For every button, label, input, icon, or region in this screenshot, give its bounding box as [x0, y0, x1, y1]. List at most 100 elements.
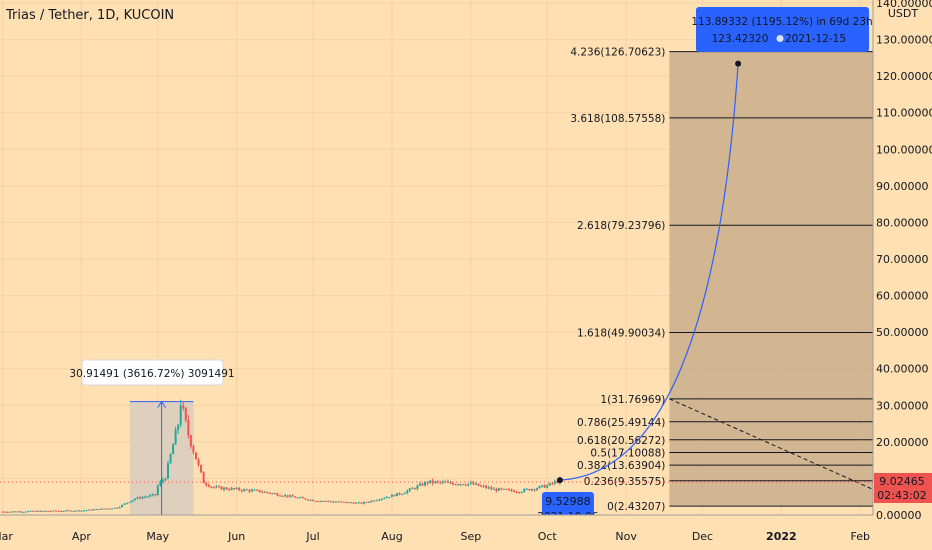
candle-body — [396, 493, 399, 497]
projection-start-price: 9.52988 — [545, 495, 591, 508]
projection-end-price: 123.42320 — [712, 33, 769, 45]
candle-body — [525, 488, 528, 490]
candle-body — [225, 487, 228, 490]
candle-body — [352, 502, 355, 504]
measure-arrow-head — [157, 400, 167, 408]
candle-body — [24, 511, 27, 513]
candle-body — [220, 486, 223, 490]
candle-body — [268, 492, 271, 494]
candle-body — [177, 424, 180, 430]
candle-body — [100, 508, 103, 510]
measure-label: 30.91491 (3616.72%) 3091491 — [69, 368, 234, 380]
candle-body — [9, 511, 12, 513]
candle-body — [480, 485, 483, 487]
candle-body — [184, 407, 187, 421]
candle-body — [306, 499, 309, 501]
fib-level-label: 4.236(126.70623) — [570, 47, 665, 59]
candle-body — [411, 488, 414, 490]
candle-body — [515, 492, 518, 494]
candle-body — [189, 435, 192, 447]
y-tick-label: 20.00000 — [876, 436, 929, 449]
candle-body — [26, 511, 29, 513]
candle-body — [368, 501, 371, 503]
candle-body — [536, 488, 539, 490]
candle-body — [347, 502, 350, 504]
fib-extension-box[interactable] — [669, 51, 873, 507]
candle-body — [154, 494, 157, 496]
candle-body — [266, 491, 269, 493]
candle-body — [543, 485, 546, 488]
candle-body — [235, 487, 238, 489]
candle-body — [505, 488, 508, 490]
candle-body — [67, 510, 70, 512]
x-tick-label: Jun — [227, 530, 245, 543]
candle-body — [128, 501, 131, 503]
candle-body — [273, 493, 276, 495]
candle-body — [342, 501, 345, 503]
candle-body — [32, 510, 35, 512]
current-price-label: 9.02465 — [879, 475, 925, 488]
candle-body — [250, 489, 253, 492]
candle-body — [144, 496, 147, 498]
candle-body — [548, 483, 551, 486]
candle-body — [21, 511, 24, 513]
x-tick-label: Aug — [381, 530, 402, 543]
fib-level-label: 3.618(108.57558) — [570, 113, 665, 125]
candle-body — [459, 484, 462, 486]
candle-body — [426, 482, 429, 484]
candle-body — [309, 499, 312, 501]
candle-body — [487, 487, 490, 489]
projection-end-point[interactable] — [735, 60, 742, 67]
y-tick-label: 80.00000 — [876, 216, 929, 229]
candle-body — [217, 486, 220, 488]
candle-body — [151, 494, 154, 496]
y-tick-label: 90.00000 — [876, 180, 929, 193]
candle-body — [457, 484, 460, 486]
candle-body — [393, 494, 396, 497]
candle-body — [222, 487, 225, 490]
candle-body — [11, 511, 14, 513]
candle-body — [373, 500, 376, 502]
candle-body — [429, 480, 432, 484]
candle-body — [182, 405, 185, 408]
fib-level-label: 0.786(25.49144) — [577, 417, 665, 429]
candle-body — [121, 504, 124, 507]
candle-body — [502, 488, 505, 490]
price-axis-panel — [873, 0, 932, 550]
candle-body — [464, 484, 467, 486]
candle-body — [1, 511, 4, 513]
candle-body — [82, 510, 85, 512]
candle-body — [431, 480, 434, 484]
candle-body — [271, 493, 274, 495]
projection-label-box — [696, 7, 869, 52]
x-tick-label: 2022 — [766, 530, 797, 543]
candle-body — [172, 444, 175, 455]
candle-body — [210, 486, 213, 488]
candle-body — [110, 508, 113, 510]
candle-body — [75, 510, 78, 512]
candle-body — [441, 481, 444, 483]
candle-body — [161, 479, 164, 482]
x-tick-label: May — [146, 530, 169, 543]
candle-body — [146, 496, 149, 498]
candle-body — [299, 497, 302, 499]
x-tick-label: Apr — [72, 530, 92, 543]
candle-body — [357, 502, 360, 504]
projection-start-point[interactable] — [556, 477, 563, 484]
candle-body — [477, 483, 480, 486]
x-tick-label: Mar — [0, 530, 13, 543]
candle-body — [337, 501, 340, 503]
current-price-badge — [874, 472, 932, 503]
fib-level-label: 0.618(20.56272) — [577, 435, 665, 447]
candle-body — [446, 481, 449, 483]
candle-body — [530, 489, 533, 491]
fib-level-label: 0.5(17.10088) — [590, 447, 665, 459]
candle-body — [253, 489, 256, 491]
candle-body — [528, 488, 531, 491]
clock-icon — [776, 35, 784, 42]
candle-body — [164, 478, 167, 480]
fib-level-label: 0(2.43207) — [607, 501, 665, 513]
candle-body — [490, 487, 493, 490]
